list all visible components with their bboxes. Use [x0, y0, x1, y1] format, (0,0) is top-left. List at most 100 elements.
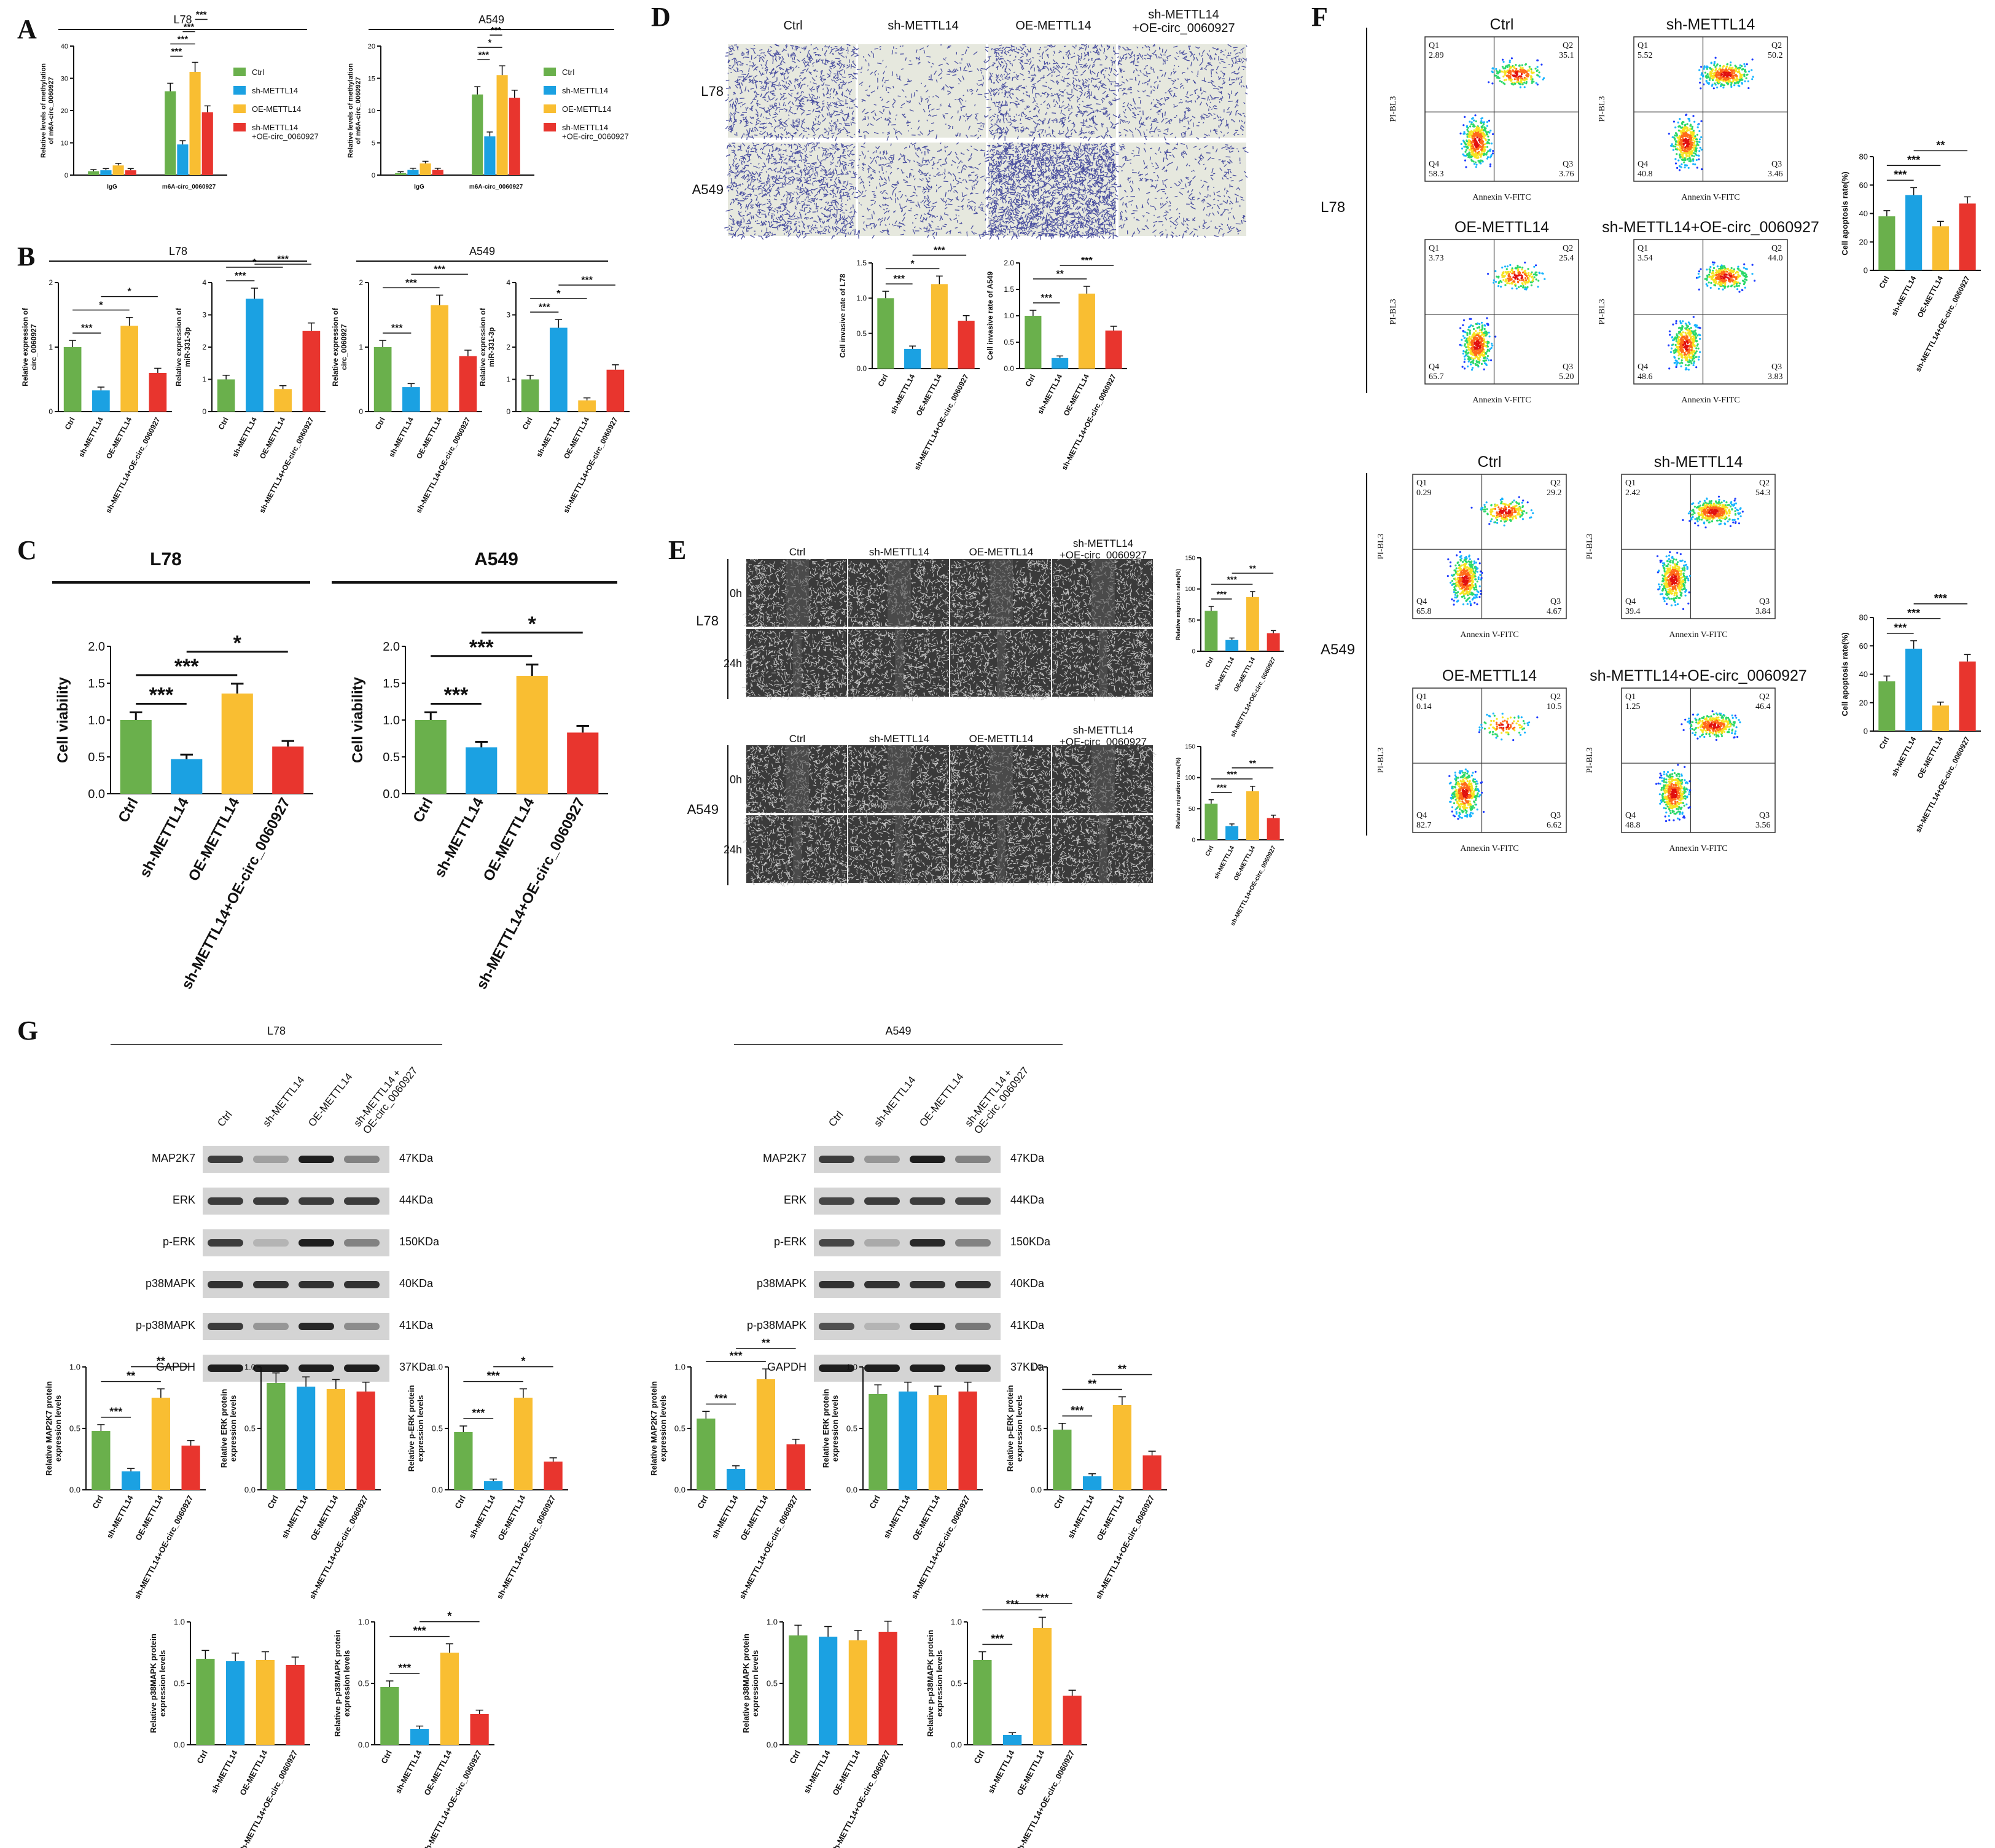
flow-event [1708, 273, 1711, 276]
flow-event [1478, 154, 1480, 156]
flow-event [1716, 76, 1718, 79]
flow-event [1728, 278, 1730, 281]
flow-event [1512, 270, 1514, 273]
flow-event [1483, 136, 1485, 139]
flow-event [1706, 274, 1709, 277]
flow-event [1717, 283, 1719, 285]
legend-label: OE-METTL14 [562, 104, 611, 114]
flow-event [1525, 279, 1528, 281]
flow-event [1676, 349, 1678, 351]
flow-event [1467, 597, 1470, 600]
flow-event [1720, 264, 1723, 267]
flow-event [1730, 84, 1733, 86]
flow-event [1736, 75, 1738, 77]
flow-event [1446, 575, 1449, 578]
flow-event [1681, 359, 1683, 362]
flow-event [1698, 150, 1701, 152]
flow-event [1462, 124, 1465, 127]
flow-event [1461, 366, 1464, 368]
flow-event [1733, 69, 1735, 72]
flow-event [1704, 71, 1706, 74]
flow-event [1476, 571, 1478, 573]
flow-event [1460, 572, 1462, 574]
flow-event [1456, 600, 1459, 603]
flow-event [1463, 131, 1466, 133]
flow-event [1712, 267, 1716, 269]
flow-event [1464, 791, 1467, 794]
quadrant-q2-value: 50.2 [1768, 51, 1783, 60]
flow-event [1474, 336, 1476, 339]
flow-event [1468, 149, 1470, 151]
flow-event [1517, 266, 1519, 268]
flow-event [1480, 149, 1483, 151]
flow-frame [1621, 687, 1776, 833]
flow-event [1532, 512, 1534, 515]
quadrant-q3-label: Q3 [1550, 811, 1561, 820]
quadrant-q3-value: 3.83 [1768, 372, 1783, 382]
flow-event [1684, 157, 1686, 160]
flow-event [1500, 70, 1503, 72]
flow-event [1683, 130, 1685, 133]
flow-event [1495, 69, 1498, 72]
flow-event [1521, 83, 1524, 85]
flow-event [1745, 77, 1747, 79]
flow-event [1702, 506, 1705, 509]
flow-event [1671, 577, 1674, 579]
flow-event [1696, 506, 1698, 509]
flow-event [1462, 133, 1465, 135]
flow-event [1722, 66, 1724, 68]
flow-event [1673, 351, 1676, 354]
flow-event [1696, 520, 1699, 523]
flow-event [1695, 340, 1698, 343]
flow-event [1719, 509, 1721, 512]
flow-event [1739, 79, 1741, 81]
flow-event [1447, 558, 1450, 561]
flow-event [1517, 716, 1520, 719]
quadrant-q2-value: 10.5 [1547, 702, 1562, 711]
flow-event [1520, 285, 1522, 288]
flow-event [1462, 772, 1464, 774]
flow-event [1513, 499, 1515, 502]
flow-event [1466, 603, 1469, 605]
flow-event [1469, 815, 1472, 818]
flow-event [1462, 603, 1465, 606]
flow-event [1485, 359, 1487, 362]
flow-event [1675, 589, 1677, 592]
flow-event [1695, 337, 1698, 339]
flow-event [1667, 589, 1669, 591]
flow-event [1510, 73, 1512, 76]
flow-event [1495, 68, 1497, 70]
flow-event [1535, 264, 1537, 267]
flow-event [1510, 726, 1512, 728]
flow-event [1731, 508, 1733, 511]
flow-event [1724, 73, 1726, 76]
flow-event [1706, 503, 1708, 506]
flow-event [1473, 340, 1475, 342]
flow-event [1724, 266, 1726, 268]
flow-event [1489, 165, 1491, 168]
flow-event [1688, 160, 1690, 162]
flow-event [1704, 76, 1707, 78]
flow-event [1477, 576, 1480, 579]
flow-event [1677, 346, 1679, 349]
legend-swatch [233, 123, 246, 131]
flow-event [1686, 336, 1689, 339]
flow-event [1478, 342, 1480, 344]
flow-event [1491, 82, 1494, 85]
flow-event [1476, 590, 1478, 593]
legend-label: OE-METTL14 [252, 104, 301, 114]
flow-event [1686, 566, 1689, 569]
flow-event [1519, 86, 1521, 88]
flow-event [1521, 77, 1524, 80]
flow-event [1734, 510, 1736, 512]
flow-event [1477, 361, 1480, 363]
flow-event [1712, 504, 1715, 506]
flow-event [1516, 73, 1518, 76]
flow-event [1528, 66, 1531, 68]
flow-event [1708, 281, 1710, 284]
flow-event [1494, 74, 1496, 77]
flow-event [1687, 117, 1690, 120]
flow-event [1480, 137, 1483, 139]
flow-event [1730, 275, 1732, 277]
flow-event [1484, 510, 1486, 513]
